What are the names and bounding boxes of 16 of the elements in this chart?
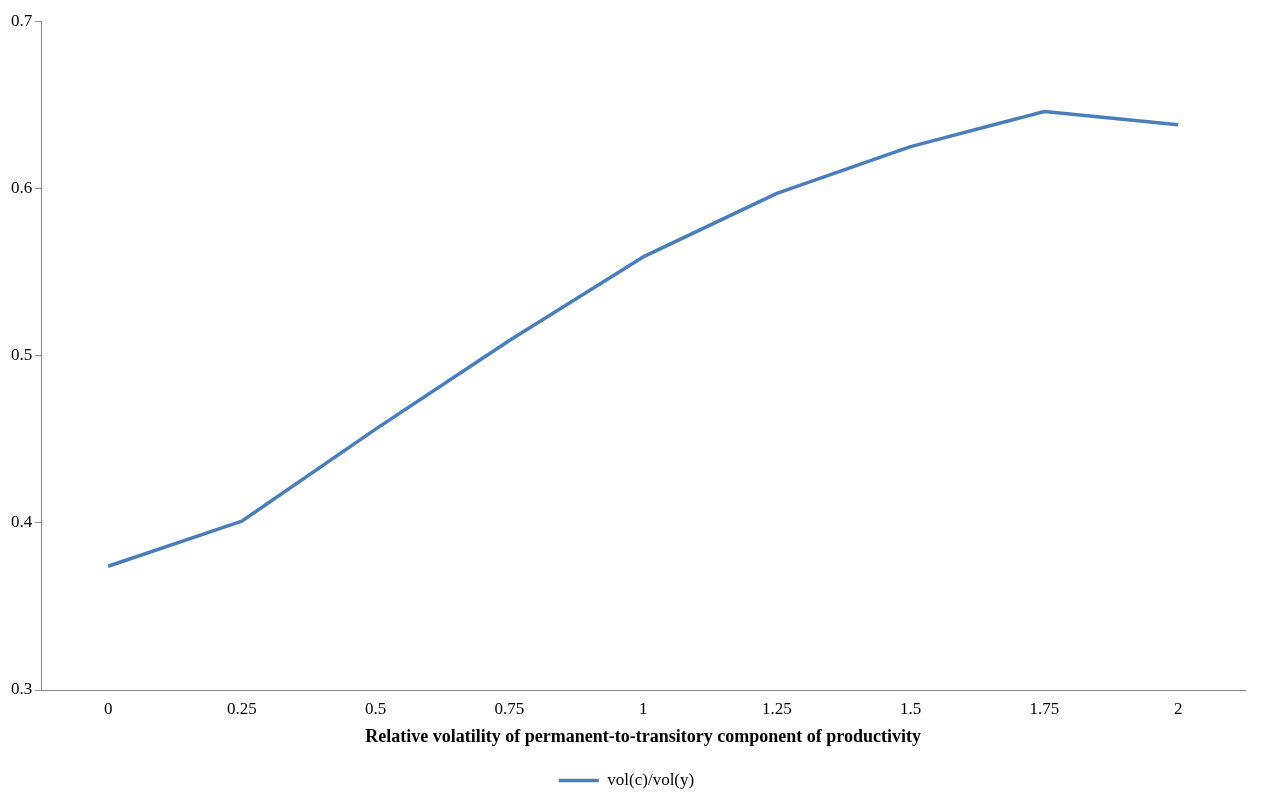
legend-label: vol(c)/vol(y) [607, 769, 695, 789]
x-tick-label: 1.25 [762, 698, 792, 718]
x-tick-label: 0.75 [494, 698, 525, 718]
x-tick-label: 0.5 [365, 698, 387, 718]
x-tick-label: 1.5 [900, 698, 922, 718]
y-tick-label: 0.4 [11, 512, 33, 532]
x-axis-title: Relative volatility of permanent-to-transitory component of productivity [365, 725, 921, 746]
y-tick-label: 0.3 [11, 679, 33, 699]
x-tick-label: 1 [638, 698, 648, 718]
y-tick-label: 0.5 [11, 345, 33, 365]
y-tick-label: 0.6 [11, 177, 33, 197]
x-tick-label: 0.25 [227, 698, 257, 718]
x-tick-label: 0 [103, 698, 113, 718]
x-tick-label: 2 [1173, 698, 1183, 718]
y-tick-label: 0.7 [11, 10, 33, 30]
x-tick-label: 1.75 [1029, 698, 1060, 718]
